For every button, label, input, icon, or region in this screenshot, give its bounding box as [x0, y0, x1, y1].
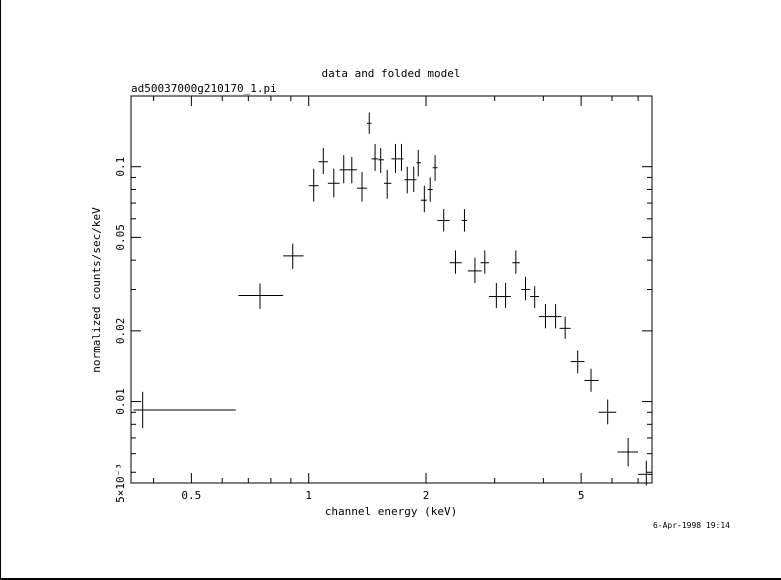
data-point: [432, 155, 438, 181]
plot-frame: [130, 95, 653, 484]
data-point: [584, 368, 599, 392]
window-bottom-border: [0, 578, 781, 580]
y-tick-label: 0.02: [114, 318, 127, 345]
x-tick-label: 2: [423, 489, 430, 502]
chart-title: data and folded model: [321, 67, 460, 80]
y-tick-label: 0.05: [114, 224, 127, 251]
data-point: [449, 250, 462, 274]
x-axis-label: channel energy (keV): [325, 505, 457, 518]
data-point: [410, 166, 417, 193]
data-point: [404, 166, 411, 194]
data-point: [318, 148, 328, 175]
data-point: [437, 209, 450, 232]
data-point: [416, 149, 421, 177]
window-left-border: [0, 0, 1, 580]
data-point: [366, 112, 372, 134]
data-point: [638, 460, 652, 486]
data-point: [308, 168, 319, 202]
data-point: [383, 169, 392, 199]
timestamp: 6-Apr-1998 19:14: [653, 521, 730, 530]
data-point: [488, 282, 504, 309]
y-tick-label: 5×10⁻³: [114, 463, 127, 503]
data-point: [420, 185, 427, 213]
data-point: [399, 143, 404, 171]
data-point: [530, 286, 540, 309]
data-point: [512, 250, 520, 274]
data-point: [356, 171, 367, 202]
data-point: [378, 148, 384, 174]
data-point: [480, 250, 489, 274]
data-point: [467, 257, 482, 283]
data-point: [617, 437, 639, 467]
data-point: [347, 156, 357, 184]
data-point: [371, 143, 379, 171]
data-point: [391, 143, 400, 174]
x-tick-label: 0.5: [181, 489, 201, 502]
data-point: [283, 243, 304, 269]
x-tick-label: 5: [578, 489, 585, 502]
y-tick-label: 0.01: [114, 388, 127, 415]
y-axis-tick-labels: 5×10⁻³ 0.01 0.02 0.05 0.1: [114, 157, 127, 503]
x-axis-tick-labels: 0.5 1 2 5: [181, 489, 584, 502]
y-tick-label: 0.1: [114, 157, 127, 177]
data-point: [238, 283, 284, 309]
data-point: [549, 304, 562, 329]
data-point: [500, 282, 511, 309]
data-point: [427, 177, 433, 202]
data-point: [598, 399, 617, 425]
y-axis-ticks: [131, 95, 652, 473]
data-point: [339, 155, 348, 184]
data-point: [327, 168, 340, 198]
x-tick-label: 1: [305, 489, 312, 502]
data-point: [521, 276, 531, 301]
y-axis-label: normalized counts/sec/keV: [90, 207, 103, 373]
data-point: [133, 391, 236, 429]
data-point: [539, 304, 552, 329]
data-point: [559, 316, 571, 339]
data-point: [461, 209, 468, 232]
data-points: [133, 112, 652, 486]
file-label: ad50037000g210170_1.pi: [131, 82, 277, 95]
data-point: [570, 350, 585, 374]
x-axis-ticks: [153, 96, 639, 483]
